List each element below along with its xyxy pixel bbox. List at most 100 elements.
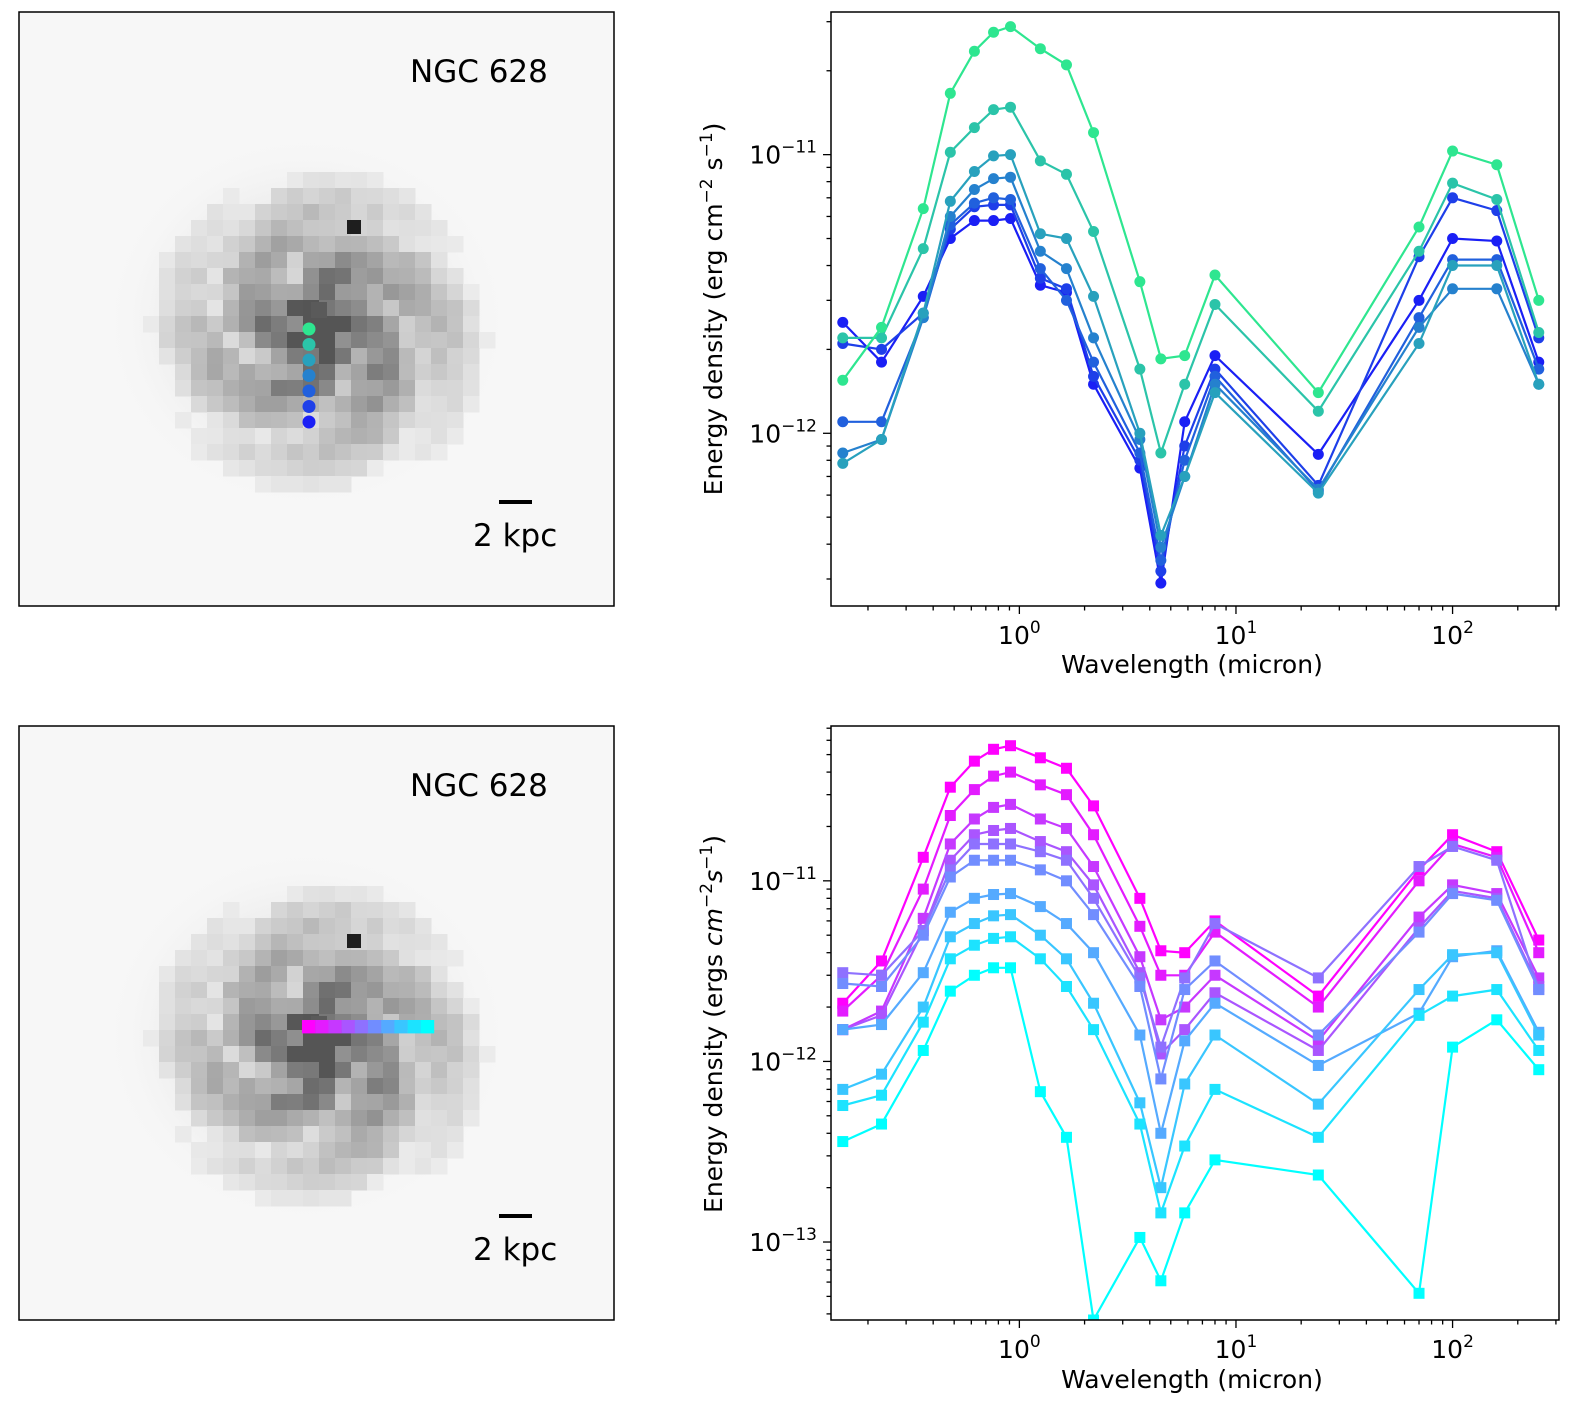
region-marker-circle [302, 322, 316, 336]
galaxy-pixel [447, 1046, 464, 1063]
galaxy-pixel [207, 1062, 224, 1079]
galaxy-pixel [399, 236, 416, 253]
galaxy-pixel [303, 444, 320, 461]
galaxy-pixel [367, 444, 384, 461]
data-point [1155, 1041, 1167, 1053]
galaxy-pixel [335, 316, 352, 333]
galaxy-pixel [255, 428, 272, 445]
galaxy-pixel [271, 476, 288, 493]
data-point [1155, 1073, 1167, 1085]
galaxy-pixel [287, 364, 304, 381]
galaxy-pixel [335, 364, 352, 381]
galaxy-pixel [303, 460, 320, 477]
data-point [1413, 1009, 1425, 1021]
galaxy-pixel [415, 1078, 432, 1095]
galaxy-pixel [271, 348, 288, 365]
galaxy-pixel [207, 236, 224, 253]
data-point [1034, 901, 1046, 913]
galaxy-pixel [319, 332, 336, 349]
galaxy-pixel [207, 966, 224, 983]
galaxy-pixel [415, 204, 432, 221]
data-point [1034, 864, 1046, 876]
galaxy-pixel [463, 1110, 480, 1127]
galaxy-image-1 [102, 132, 512, 512]
galaxy-pixel [175, 412, 192, 429]
galaxy-pixel [319, 460, 336, 477]
galaxy-pixel [415, 1062, 432, 1079]
galaxy-pixel [335, 1062, 352, 1079]
galaxy-pixel [303, 950, 320, 967]
galaxy-pixel [415, 1158, 432, 1175]
data-point [1447, 260, 1459, 272]
galaxy-pixel [271, 316, 288, 333]
data-point [1088, 1024, 1100, 1036]
data-point [1088, 225, 1100, 237]
galaxy-pixel [431, 1142, 448, 1159]
galaxy-pixel [191, 428, 208, 445]
galaxy-pixel [223, 1078, 240, 1095]
galaxy-pixel [367, 412, 384, 429]
galaxy-pixel [415, 236, 432, 253]
galaxy-pixel [383, 998, 400, 1015]
data-point [1447, 145, 1459, 157]
galaxy-pixel [255, 1014, 272, 1031]
data-point [876, 356, 888, 368]
galaxy-pixel [271, 380, 288, 397]
galaxy-pixel [319, 204, 336, 221]
galaxy-pixel [271, 982, 288, 999]
data-point [1209, 370, 1221, 382]
data-point [876, 980, 888, 992]
sed-chart-2-xlabel: Wavelength (micron) [1061, 1365, 1323, 1394]
galaxy-pixel [255, 284, 272, 301]
galaxy-pixel [415, 220, 432, 237]
galaxy-pixel [367, 348, 384, 365]
data-point [1179, 984, 1191, 996]
data-point [1179, 1001, 1191, 1013]
galaxy-pixel [191, 950, 208, 967]
data-point [1491, 894, 1503, 906]
data-point [1447, 283, 1459, 295]
region-marker-square [302, 1020, 316, 1034]
galaxy-pixel [367, 460, 384, 477]
galaxy-pixel [399, 902, 416, 919]
galaxy-pixel [207, 934, 224, 951]
galaxy-pixel [367, 172, 384, 189]
galaxy-pixel [351, 300, 368, 317]
galaxy-pixel [271, 236, 288, 253]
data-point [1491, 854, 1503, 866]
data-point [1034, 846, 1046, 858]
data-point [1533, 363, 1545, 375]
galaxy-pixel [207, 252, 224, 269]
x-tick-label: 102 [1431, 1332, 1474, 1364]
galaxy-pixel [271, 268, 288, 285]
galaxy-pixel [367, 1174, 384, 1191]
galaxy-pixel [335, 1110, 352, 1127]
y-tick-label: 10−12 [749, 416, 817, 448]
galaxy-pixel [415, 300, 432, 317]
data-point [1209, 987, 1221, 999]
galaxy-pixel [319, 934, 336, 951]
galaxy-pixel [287, 1174, 304, 1191]
galaxy-pixel [159, 1030, 176, 1047]
galaxy-pixel [207, 332, 224, 349]
region-marker-circle [302, 369, 316, 382]
data-point [1004, 101, 1016, 113]
galaxy-pixel [383, 284, 400, 301]
galaxy-pixel [287, 998, 304, 1015]
data-point [1004, 171, 1016, 183]
data-point [1209, 1154, 1221, 1166]
galaxy-pixel [447, 348, 464, 365]
data-point [1179, 378, 1191, 390]
galaxy-pixels-2 [102, 846, 512, 1226]
galaxy-pixel [207, 412, 224, 429]
galaxy-pixel [287, 886, 304, 903]
galaxy-pixel [431, 364, 448, 381]
galaxy-pixel [319, 918, 336, 935]
galaxy-pixel [319, 1158, 336, 1175]
galaxy-pixel [335, 380, 352, 397]
galaxy-pixel [239, 284, 256, 301]
data-point [1447, 949, 1459, 961]
galaxy-pixel [335, 412, 352, 429]
x-tick-label: 102 [1431, 618, 1474, 650]
galaxy-pixel [399, 1110, 416, 1127]
